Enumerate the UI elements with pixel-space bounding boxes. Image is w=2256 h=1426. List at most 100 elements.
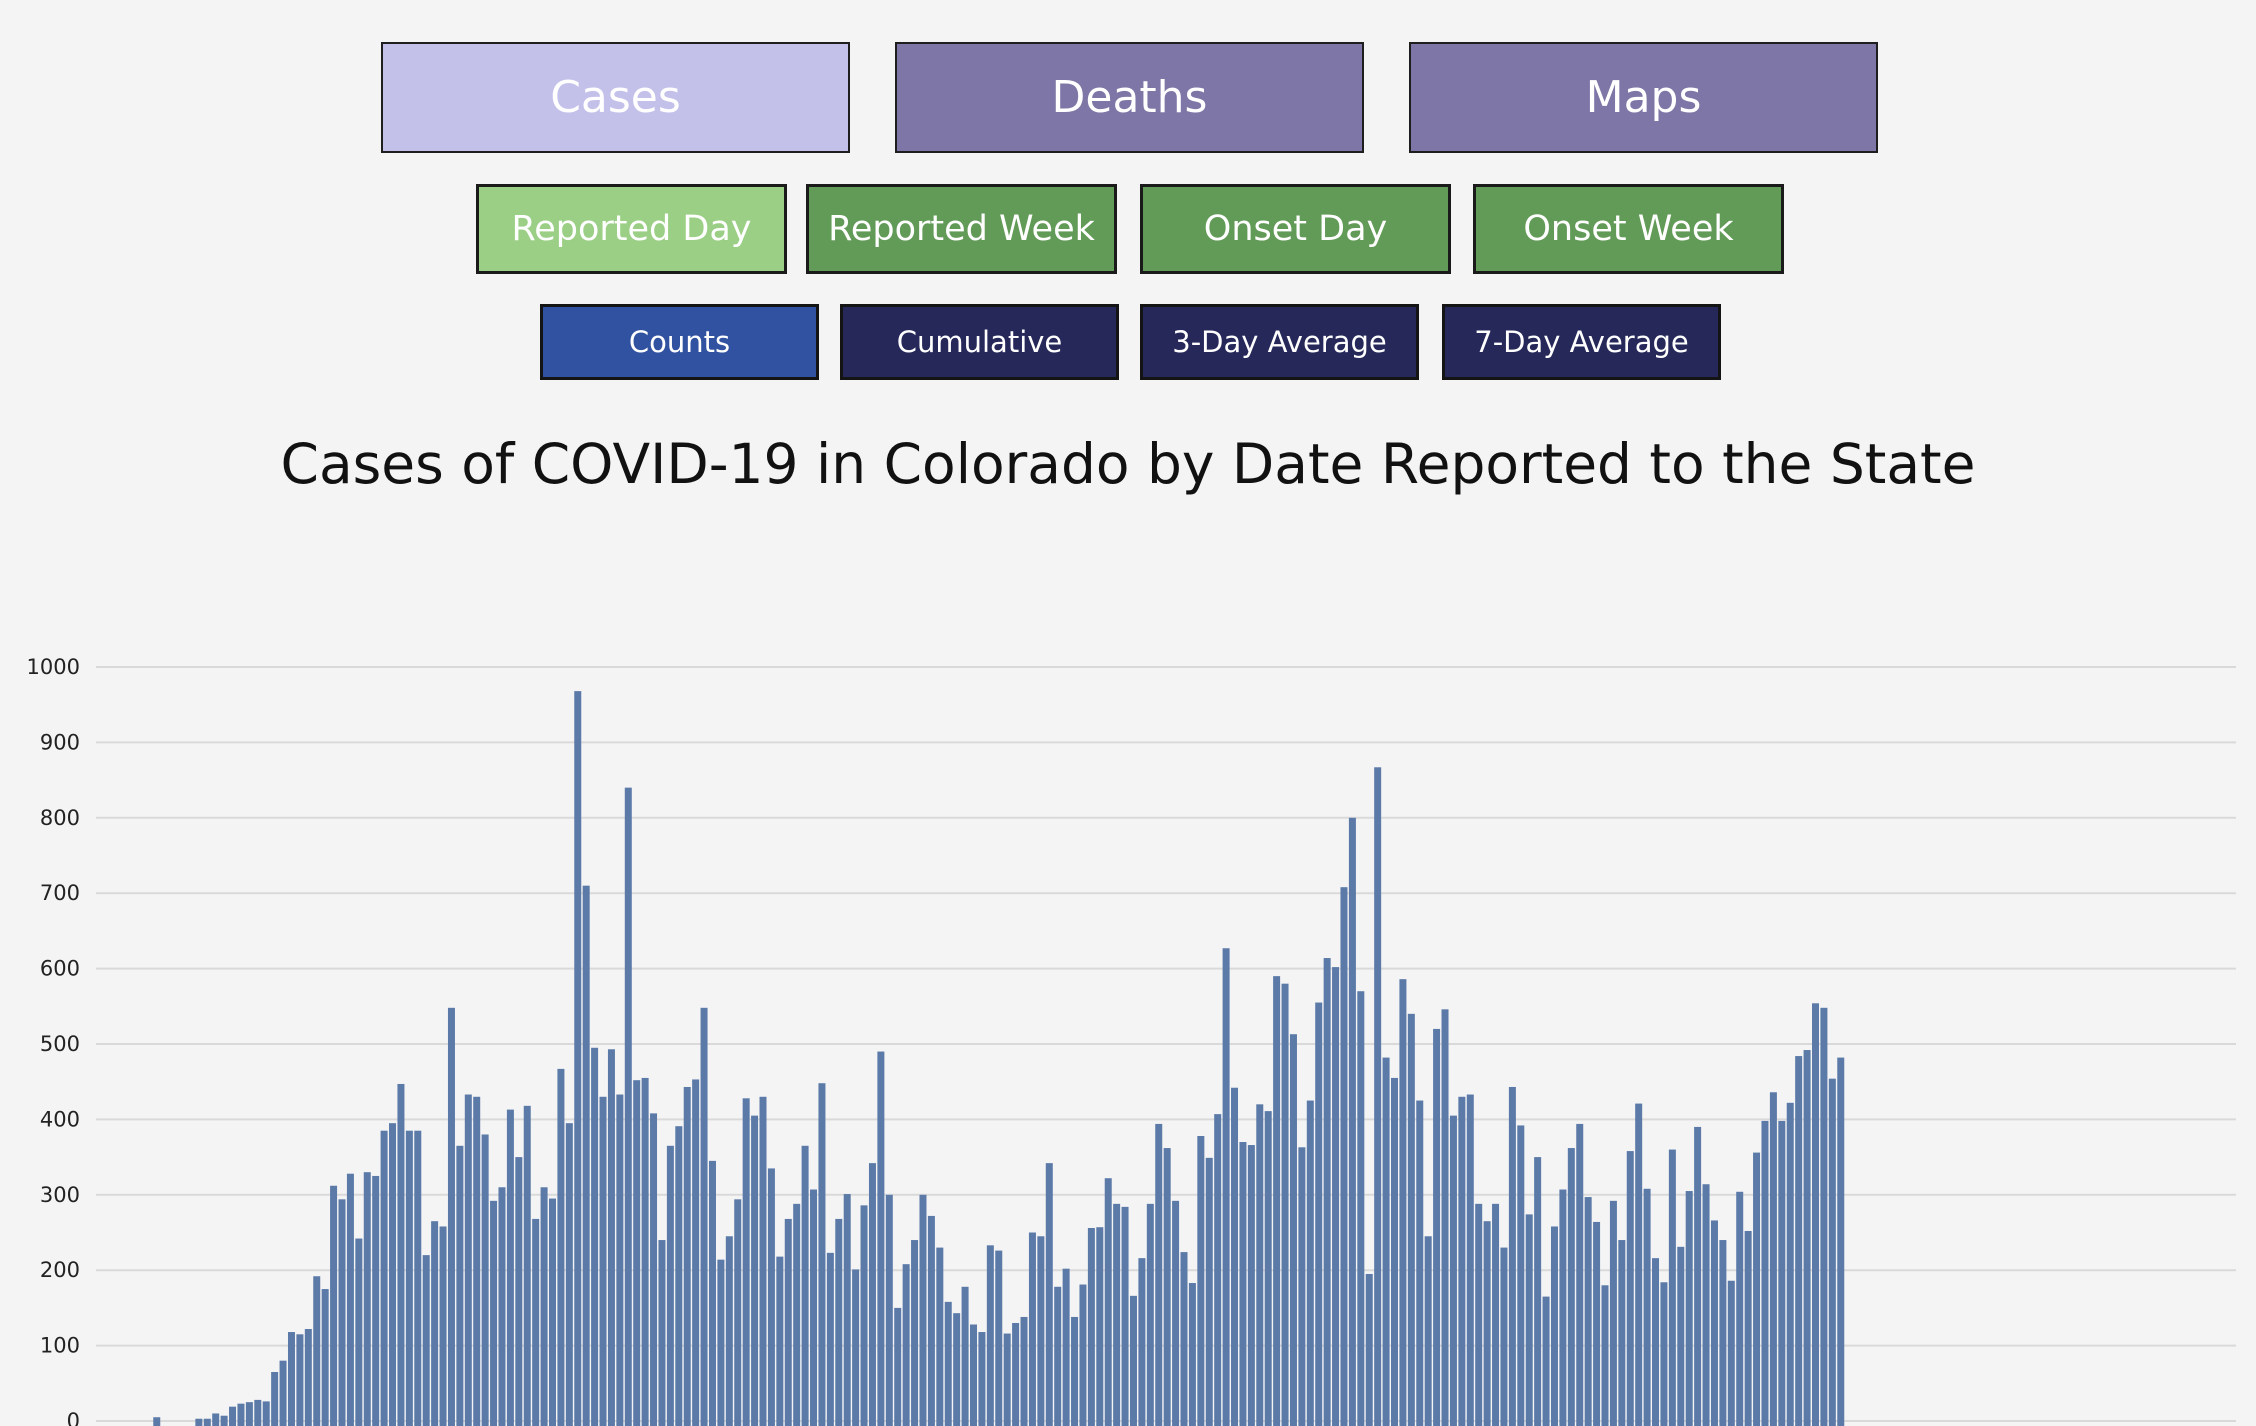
bar[interactable] [1727, 1280, 1735, 1426]
bar[interactable] [1618, 1240, 1626, 1426]
bar[interactable] [919, 1194, 927, 1426]
bar[interactable] [1424, 1236, 1432, 1426]
seven-day-average-button[interactable]: 7-Day Average [1442, 304, 1721, 380]
bar[interactable] [927, 1215, 935, 1426]
bar[interactable] [599, 1096, 607, 1426]
bar[interactable] [1803, 1050, 1811, 1426]
bar[interactable] [591, 1047, 599, 1426]
bar[interactable] [1492, 1203, 1500, 1426]
bar[interactable] [1163, 1148, 1171, 1426]
bar[interactable] [692, 1079, 700, 1426]
bar[interactable] [1559, 1189, 1567, 1426]
bar[interactable] [978, 1332, 986, 1426]
bar[interactable] [296, 1334, 304, 1426]
bar[interactable] [1028, 1232, 1036, 1426]
bar[interactable] [582, 885, 590, 1426]
bar[interactable] [1466, 1094, 1474, 1426]
counts-button[interactable]: Counts [540, 304, 819, 380]
bar[interactable] [1635, 1103, 1643, 1426]
bar[interactable] [1828, 1078, 1836, 1426]
bar[interactable] [734, 1199, 742, 1426]
bar[interactable] [666, 1145, 674, 1426]
bar[interactable] [1037, 1236, 1045, 1426]
bar[interactable] [363, 1172, 371, 1426]
bar[interactable] [1525, 1214, 1533, 1426]
bar[interactable] [515, 1157, 523, 1426]
bar[interactable] [355, 1238, 363, 1426]
bar[interactable] [1820, 1007, 1828, 1426]
bar[interactable] [1273, 976, 1281, 1426]
bar[interactable] [262, 1401, 270, 1426]
bar[interactable] [1593, 1221, 1601, 1426]
bar[interactable] [1660, 1282, 1668, 1426]
bar[interactable] [1264, 1111, 1272, 1426]
bar[interactable] [330, 1185, 338, 1426]
bar[interactable] [338, 1199, 346, 1426]
bar[interactable] [877, 1051, 885, 1426]
bar[interactable] [1500, 1247, 1508, 1426]
bar[interactable] [1719, 1240, 1727, 1426]
bar[interactable] [1315, 1002, 1323, 1426]
bar[interactable] [346, 1173, 354, 1426]
bar[interactable] [1357, 991, 1365, 1426]
bar[interactable] [422, 1255, 430, 1426]
bar[interactable] [986, 1245, 994, 1426]
bar[interactable] [1138, 1258, 1146, 1426]
bar[interactable] [1475, 1203, 1483, 1426]
bar[interactable] [1155, 1123, 1163, 1426]
bar[interactable] [1576, 1123, 1584, 1426]
bar[interactable] [464, 1094, 472, 1426]
bar[interactable] [810, 1189, 818, 1426]
bar[interactable] [229, 1406, 237, 1426]
bar[interactable] [481, 1134, 489, 1426]
bar[interactable] [1340, 887, 1348, 1426]
bar[interactable] [153, 1417, 161, 1426]
bar[interactable] [607, 1049, 615, 1426]
bar[interactable] [911, 1240, 919, 1426]
bar[interactable] [1222, 948, 1230, 1426]
bar[interactable] [1087, 1227, 1095, 1426]
bar[interactable] [1205, 1157, 1213, 1426]
bar[interactable] [397, 1083, 405, 1426]
bar[interactable] [245, 1402, 253, 1426]
bar[interactable] [1172, 1200, 1180, 1426]
tab-deaths[interactable]: Deaths [895, 42, 1364, 153]
bar[interactable] [1003, 1333, 1011, 1426]
bar[interactable] [650, 1113, 658, 1426]
bar[interactable] [1416, 1100, 1424, 1426]
tab-maps[interactable]: Maps [1409, 42, 1878, 153]
bar[interactable] [1239, 1142, 1247, 1426]
bar[interactable] [414, 1130, 422, 1426]
bar[interactable] [1374, 767, 1382, 1426]
bar[interactable] [1407, 1013, 1415, 1426]
bar[interactable] [1837, 1057, 1845, 1426]
bar[interactable] [1449, 1115, 1457, 1426]
bar[interactable] [742, 1098, 750, 1426]
bar[interactable] [1778, 1120, 1786, 1426]
bar[interactable] [725, 1236, 733, 1426]
bar[interactable] [1786, 1102, 1794, 1426]
bar[interactable] [1365, 1273, 1373, 1426]
bar[interactable] [1483, 1221, 1491, 1426]
cumulative-button[interactable]: Cumulative [840, 304, 1119, 380]
bar[interactable] [1643, 1188, 1651, 1426]
bar[interactable] [751, 1115, 759, 1426]
bar[interactable] [852, 1269, 860, 1426]
bar[interactable] [616, 1094, 624, 1426]
bar[interactable] [1567, 1148, 1575, 1426]
bar[interactable] [1399, 979, 1407, 1426]
bar[interactable] [565, 1123, 573, 1426]
bar[interactable] [1609, 1200, 1617, 1426]
reported-week-button[interactable]: Reported Week [806, 184, 1117, 274]
bar[interactable] [313, 1276, 321, 1426]
bar[interactable] [447, 1007, 455, 1426]
bar[interactable] [868, 1163, 876, 1426]
bar[interactable] [767, 1168, 775, 1426]
bar[interactable] [1062, 1268, 1070, 1426]
bar[interactable] [633, 1080, 641, 1426]
bar[interactable] [624, 787, 632, 1426]
bar[interactable] [1231, 1087, 1239, 1426]
bar[interactable] [498, 1187, 506, 1426]
bar[interactable] [1433, 1028, 1441, 1426]
bar[interactable] [793, 1203, 801, 1426]
